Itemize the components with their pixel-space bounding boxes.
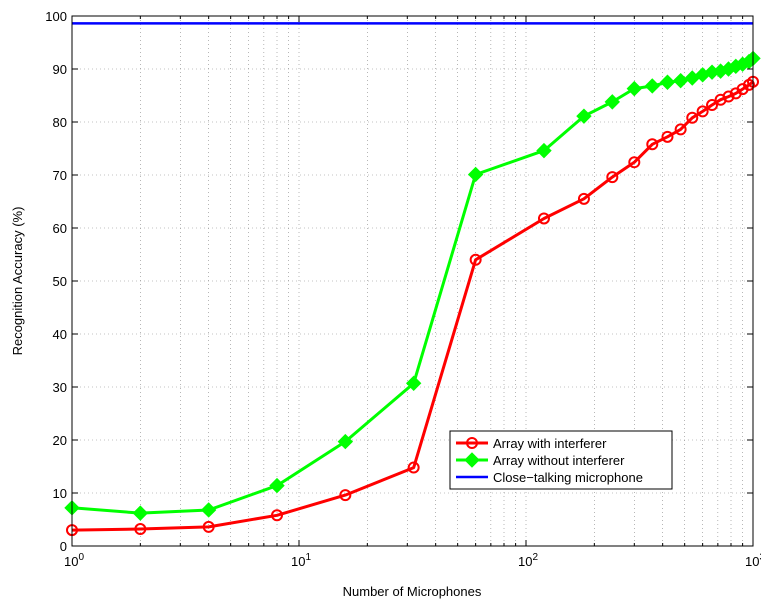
data-point <box>537 212 550 225</box>
data-point <box>407 461 420 474</box>
data-point <box>722 90 735 103</box>
legend-marker <box>464 452 480 468</box>
y-tick-label: 30 <box>53 380 67 395</box>
series-2 <box>64 50 761 521</box>
data-point <box>628 156 641 169</box>
series-1 <box>66 75 759 537</box>
series-layer <box>64 22 761 537</box>
data-point <box>674 123 687 136</box>
x-tick-label: 101 <box>291 552 311 569</box>
data-point <box>405 375 422 391</box>
y-tick-label: 80 <box>53 115 67 130</box>
data-point <box>200 502 217 518</box>
data-point <box>661 130 674 143</box>
y-tick-label: 20 <box>53 433 67 448</box>
data-point <box>269 477 285 494</box>
data-point <box>337 433 354 450</box>
y-tick-label: 60 <box>53 221 67 236</box>
data-point <box>626 80 643 97</box>
x-axis-label: Number of Microphones <box>343 584 482 599</box>
y-tick-label: 0 <box>60 539 67 554</box>
data-point <box>536 142 552 159</box>
data-point <box>134 523 147 536</box>
data-point <box>604 94 621 110</box>
data-point <box>606 171 619 184</box>
data-point <box>644 78 660 94</box>
data-point <box>271 509 284 522</box>
data-point <box>339 489 352 502</box>
data-point <box>659 74 676 90</box>
data-point <box>132 505 149 521</box>
data-point <box>696 105 709 118</box>
data-point <box>646 138 659 151</box>
legend-label: Close−talking microphone <box>493 470 643 485</box>
y-tick-label: 40 <box>53 327 67 342</box>
x-tick-label: 103 <box>745 552 761 569</box>
y-tick-label: 50 <box>53 274 67 289</box>
data-point <box>686 111 699 124</box>
x-tick-label: 100 <box>64 552 84 569</box>
data-point <box>576 108 592 124</box>
y-tick-label: 100 <box>45 9 67 24</box>
y-tick-label: 90 <box>53 62 67 77</box>
data-point <box>469 253 482 266</box>
legend-label: Array with interferer <box>493 436 607 451</box>
legend-marker <box>466 437 478 449</box>
y-tick-label: 10 <box>53 486 67 501</box>
legend: Array with interferer Array without inter… <box>449 430 673 490</box>
y-axis-label: Recognition Accuracy (%) <box>10 207 25 356</box>
data-point <box>706 99 719 112</box>
y-tick-label: 70 <box>53 168 67 183</box>
data-point <box>577 192 590 205</box>
grid-lines <box>72 16 753 546</box>
data-point <box>202 520 215 533</box>
data-point <box>467 166 484 183</box>
legend-label: Array without interferer <box>493 453 625 468</box>
x-tick-label: 102 <box>518 552 538 569</box>
axis-ticks: 0 10 20 30 40 50 60 70 80 90 100 100 101 102 103 <box>45 9 761 569</box>
